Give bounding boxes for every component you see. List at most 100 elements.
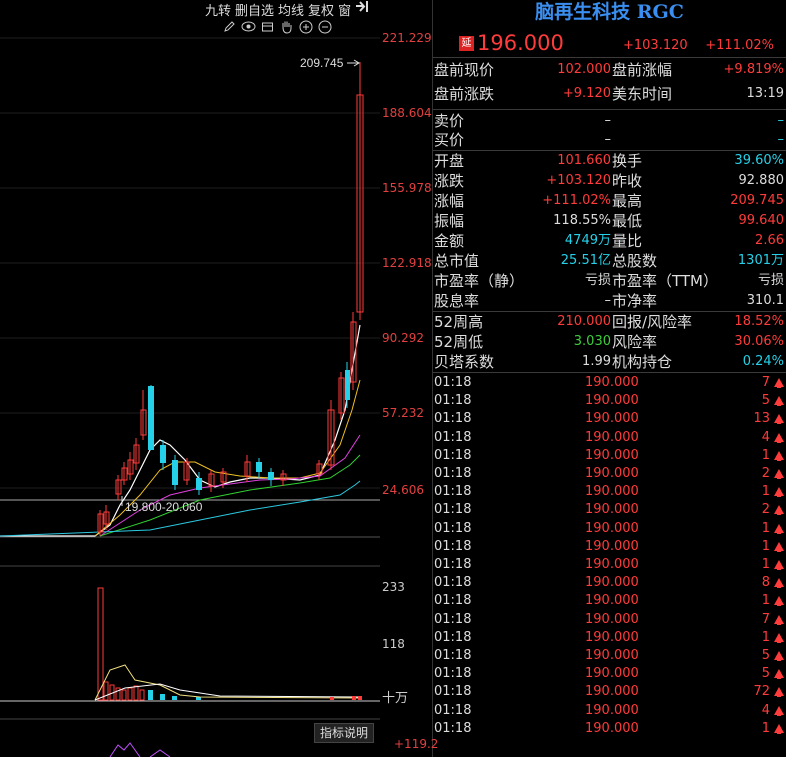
tick-volume: 4 xyxy=(761,429,770,445)
menu-adjust[interactable]: 复权 xyxy=(308,4,335,19)
tick-volume: 1 xyxy=(761,629,770,645)
chart-toolbar-icons xyxy=(222,19,332,34)
tick-time: 01:18 xyxy=(434,393,472,409)
quote-row: 振幅 118.55% 最低 99.640 xyxy=(433,211,786,231)
quote-row: 涨幅 +111.02% 最高 209.745 xyxy=(433,191,786,211)
trade-tick-row[interactable]: 01:18 190.000 2 xyxy=(433,501,786,519)
trade-tick-row[interactable]: 01:18 190.000 13 xyxy=(433,410,786,428)
trade-tick-row[interactable]: 01:18 190.000 1 xyxy=(433,720,786,738)
quote-value: – xyxy=(604,293,612,308)
quote-label: 市盈率（静） xyxy=(434,272,525,290)
quote-label: 美东时间 xyxy=(612,85,673,103)
chart-toolbar-menu: 九转 删自选 均线 复权 窗 xyxy=(205,0,369,19)
trade-tick-row[interactable]: 01:18 190.000 8 xyxy=(433,574,786,592)
trade-tick-row[interactable]: 01:18 190.000 1 xyxy=(433,447,786,465)
trade-tick-row[interactable]: 01:18 190.000 1 xyxy=(433,592,786,610)
trade-tick-row[interactable]: 01:18 190.000 1 xyxy=(433,483,786,501)
quote-label: 量比 xyxy=(612,232,643,250)
quote-value: 102.000 xyxy=(557,62,611,77)
stock-title: 脑再生科技 RGC xyxy=(535,1,684,23)
quote-row: 总市值 25.51亿 总股数 1301万 xyxy=(433,251,786,271)
price-change-pct: +111.02% xyxy=(705,38,774,53)
quote-label: 金额 xyxy=(434,232,465,250)
tick-price: 190.000 xyxy=(585,648,639,663)
tick-price: 190.000 xyxy=(585,447,639,463)
quote-label: 开盘 xyxy=(434,152,465,170)
trade-tick-row[interactable]: 01:18 190.000 5 xyxy=(433,665,786,683)
trade-tick-row[interactable]: 01:18 190.000 4 xyxy=(433,702,786,720)
up-arrow-icon xyxy=(774,596,784,607)
quote-value: 118.55% xyxy=(553,213,611,228)
quote-row: 盘前现价 102.000 盘前涨幅 +9.819% xyxy=(433,60,786,80)
trade-tick-row[interactable]: 01:18 190.000 5 xyxy=(433,392,786,410)
quote-value: 210.000 xyxy=(557,314,611,329)
menu-jiuzhuan[interactable]: 九转 xyxy=(205,4,232,19)
quote-value: +103.120 xyxy=(546,173,611,188)
tick-volume: 1 xyxy=(761,538,770,554)
zoom-out-icon[interactable] xyxy=(317,19,332,34)
menu-window[interactable]: 窗 xyxy=(338,4,352,19)
trade-tick-row[interactable]: 01:18 190.000 2 xyxy=(433,465,786,483)
kline-chart-area[interactable]: 九转 删自选 均线 复权 窗 xyxy=(0,0,380,757)
quote-value: 3.030 xyxy=(573,334,611,349)
pencil-icon[interactable] xyxy=(222,19,237,34)
trade-tick-row[interactable]: 01:18 190.000 7 xyxy=(433,611,786,629)
eye-icon[interactable] xyxy=(241,19,256,34)
tick-volume: 1 xyxy=(761,720,770,736)
quote-row: 买价 – – xyxy=(433,130,786,150)
trade-tick-row[interactable]: 01:18 190.000 72 xyxy=(433,683,786,701)
tick-time: 01:18 xyxy=(434,520,472,536)
kline-canvas[interactable]: 209.745 19.800-20.060 xyxy=(0,0,380,757)
tick-volume: 5 xyxy=(761,666,770,682)
trade-tick-row[interactable]: 01:18 190.000 7 xyxy=(433,374,786,392)
quote-label: 涨幅 xyxy=(434,192,465,210)
tick-time: 01:18 xyxy=(434,684,472,700)
calendar-icon[interactable] xyxy=(260,19,275,34)
high-price-label: 209.745 xyxy=(300,56,344,70)
expand-arrow-icon[interactable] xyxy=(355,0,369,17)
tick-time: 01:18 xyxy=(434,557,472,572)
up-arrow-icon xyxy=(774,560,784,570)
hand-icon[interactable] xyxy=(279,19,294,34)
price-change: +103.120 xyxy=(623,38,688,53)
trade-tick-row[interactable]: 01:18 190.000 4 xyxy=(433,429,786,447)
tick-volume: 5 xyxy=(761,648,770,663)
quote-value: 30.06% xyxy=(734,334,784,349)
tick-price: 190.000 xyxy=(585,720,639,736)
quote-label: 市盈率（TTM） xyxy=(612,272,719,290)
up-arrow-icon xyxy=(774,396,784,407)
quote-label: 风险率 xyxy=(612,333,658,351)
trade-tick-row[interactable]: 01:18 190.000 5 xyxy=(433,647,786,665)
tick-volume: 7 xyxy=(761,611,770,627)
quote-label: 盘前现价 xyxy=(434,61,495,79)
quote-label: 卖价 xyxy=(434,112,465,130)
tick-price: 190.000 xyxy=(585,684,639,700)
quote-label: 回报/风险率 xyxy=(612,313,693,331)
tick-price: 190.000 xyxy=(585,666,639,682)
price-tick: 122.918 xyxy=(382,256,432,270)
quote-value: 亏损 xyxy=(757,273,784,288)
quote-label: 振幅 xyxy=(434,212,465,230)
trade-tick-row[interactable]: 01:18 190.000 1 xyxy=(433,629,786,647)
up-arrow-icon xyxy=(774,632,784,643)
indicator-explain-button[interactable]: 指标说明 xyxy=(314,723,374,743)
price-tick: 188.604 xyxy=(382,106,432,120)
quote-label: 换手 xyxy=(612,152,643,170)
zoom-in-icon[interactable] xyxy=(298,19,313,34)
up-arrow-icon xyxy=(774,669,784,680)
tick-time: 01:18 xyxy=(434,411,472,427)
price-tick: 24.606 xyxy=(382,483,424,497)
tick-time: 01:18 xyxy=(434,429,472,445)
tick-volume: 13 xyxy=(753,411,770,427)
tick-price: 190.000 xyxy=(585,557,639,572)
trade-tick-row[interactable]: 01:18 190.000 1 xyxy=(433,538,786,556)
tick-volume: 1 xyxy=(761,593,770,609)
trade-tick-row[interactable]: 01:18 190.000 1 xyxy=(433,520,786,538)
delayed-badge: 延 xyxy=(459,36,474,51)
quote-value: 0.24% xyxy=(742,354,784,369)
tick-time: 01:18 xyxy=(434,629,472,645)
trade-tick-row[interactable]: 01:18 190.000 1 xyxy=(433,556,786,574)
menu-remove-watchlist[interactable]: 删自选 xyxy=(235,4,275,19)
tick-time: 01:18 xyxy=(434,702,472,718)
menu-moving-average[interactable]: 均线 xyxy=(278,4,305,19)
